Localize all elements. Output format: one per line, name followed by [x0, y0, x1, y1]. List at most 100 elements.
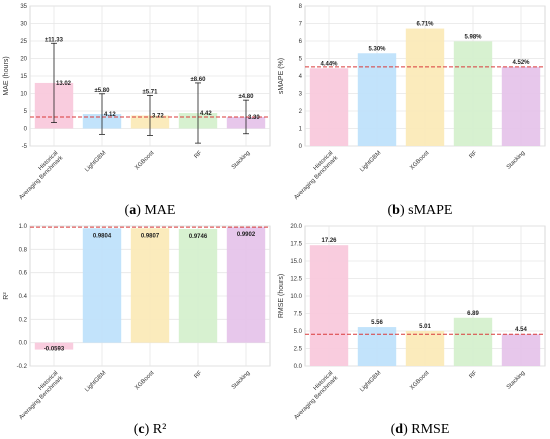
- chart-r2: -0.2 0.0 0.2 0.4 0.6 0.8 1.0 R² -0.0593 0.9804 0.9…: [3, 224, 271, 437]
- bar-r2-3: [178, 228, 218, 343]
- y-tick-label: 20: [20, 57, 27, 63]
- y-tick-label: 8: [299, 4, 303, 10]
- bar-rmse-4: [501, 334, 541, 366]
- y-tick-label: 12.5: [290, 277, 302, 283]
- bar-smape-1: [357, 53, 397, 146]
- error-label: ±5.71: [143, 89, 159, 95]
- x-tick-label: RF: [194, 150, 204, 160]
- y-tick-label: -0.2: [17, 364, 28, 370]
- data-label: 4.42: [200, 111, 212, 117]
- error-label: ±11.33: [45, 37, 64, 43]
- bar-r2-0: [34, 342, 74, 350]
- y-tick-label: 3: [299, 92, 303, 98]
- y-tick-label: 0.6: [19, 271, 28, 277]
- x-tick-label: Stacking: [231, 150, 252, 171]
- y-tick-label: 1.0: [19, 224, 28, 230]
- x-tick-label: XGBoost: [409, 150, 430, 171]
- x-tick-label: RF: [194, 370, 204, 380]
- data-label: 4.52%: [512, 60, 530, 66]
- x-tick-label: RF: [469, 150, 479, 160]
- data-label: 17.26: [321, 238, 337, 244]
- x-tick-label: HistoricalAveraging Benchmark: [289, 369, 341, 421]
- y-tick-label: 15: [20, 74, 27, 80]
- data-label: 0.9804: [93, 233, 112, 239]
- y-tick-label: 17.5: [290, 242, 302, 248]
- data-label: 5.01: [419, 324, 431, 330]
- x-tick-label: LightGBM: [359, 150, 382, 173]
- bar-rmse-1: [357, 327, 397, 366]
- x-tick-label: LightGBM: [359, 370, 382, 393]
- y-tick-label: 4: [299, 74, 303, 80]
- bar-r2-1: [82, 228, 122, 343]
- chart-smape: 0 1 2 3 4 5 6 7 8 sMAPE (%) 4.44% 5.30% 6.71% 5.98% 4.…: [278, 4, 546, 218]
- panel-caption: (d) RMSE: [391, 422, 450, 437]
- data-label: 4.44%: [320, 61, 338, 67]
- x-tick-label: HistoricalAveraging Benchmark: [14, 149, 66, 201]
- y-tick-label: 0.0: [294, 364, 303, 370]
- x-tick-label: HistoricalAveraging Benchmark: [289, 149, 341, 201]
- bar-smape-0: [309, 68, 349, 146]
- data-label: 13.02: [56, 81, 72, 87]
- panel-caption: (b) sMAPE: [388, 203, 453, 218]
- data-label: 0.9807: [141, 233, 160, 239]
- y-tick-label: 30: [20, 22, 27, 28]
- data-label: 5.98%: [464, 34, 482, 40]
- bar-smape-2: [405, 28, 445, 147]
- error-label: ±4.80: [239, 94, 255, 100]
- data-label: 5.30%: [368, 46, 386, 52]
- y-tick-label: 0.2: [19, 317, 28, 323]
- error-label: ±5.80: [95, 88, 111, 94]
- x-tick-label: Stacking: [506, 150, 527, 171]
- bar-rmse-0: [309, 245, 349, 366]
- bar-r2-4: [226, 227, 266, 343]
- y-tick-label: 0.4: [19, 294, 28, 300]
- y-tick-label: 0: [24, 127, 28, 133]
- y-tick-label: 5: [24, 109, 28, 115]
- y-tick-label: 5.0: [294, 329, 303, 335]
- y-tick-label: 1: [299, 127, 303, 133]
- y-axis-label: MAE (hours): [3, 56, 10, 95]
- y-axis-label: sMAPE (%): [278, 58, 285, 94]
- x-tick-label: LightGBM: [84, 150, 107, 173]
- data-label: 4.12: [104, 112, 116, 118]
- x-tick-label: XGBoost: [134, 150, 155, 171]
- bar-smape-3: [453, 41, 493, 146]
- y-tick-label: 15.0: [290, 259, 302, 265]
- x-tick-label: Stacking: [231, 370, 252, 391]
- y-tick-label: 2: [299, 109, 303, 115]
- data-label: 3.72: [152, 113, 164, 119]
- data-label: 5.56: [371, 320, 383, 326]
- data-label: 6.89: [467, 311, 479, 317]
- y-tick-label: 20.0: [290, 224, 302, 230]
- y-tick-label: 10: [20, 92, 27, 98]
- x-tick-label: RF: [469, 370, 479, 380]
- data-label: 0.9902: [237, 232, 256, 238]
- y-tick-label: 2.5: [294, 347, 303, 353]
- bar-rmse-2: [405, 330, 445, 366]
- y-axis-label: R²: [3, 292, 10, 300]
- x-tick-label: XGBoost: [409, 370, 430, 391]
- data-label: 6.71%: [416, 22, 434, 28]
- data-label: 0.9746: [189, 234, 208, 240]
- x-tick-label: XGBoost: [134, 370, 155, 391]
- y-tick-label: 0.0: [19, 341, 28, 347]
- panel-caption: (a) MAE: [125, 203, 176, 218]
- y-tick-label: 0: [299, 144, 303, 150]
- y-tick-label: 7: [299, 22, 303, 28]
- data-label: 3.30: [248, 115, 260, 121]
- y-tick-label: 35: [20, 4, 27, 10]
- bar-rmse-3: [453, 317, 493, 366]
- y-tick-label: 25: [20, 39, 27, 45]
- y-tick-label: 10.0: [290, 294, 302, 300]
- chart-mae: -5 0 5 10 15 20 25 30 35 MAE (hours) ±11.33 13.02 ±5…: [3, 4, 271, 218]
- data-label: -0.0593: [44, 347, 65, 353]
- bar-r2-2: [130, 228, 170, 343]
- panel-caption: (c) R²: [134, 422, 167, 437]
- x-tick-label: Stacking: [506, 370, 527, 391]
- y-axis-label: RMSE (hours): [278, 274, 285, 318]
- data-label: 4.54: [515, 327, 527, 333]
- y-tick-label: 0.8: [19, 247, 28, 253]
- y-tick-label: 6: [299, 39, 303, 45]
- bar-smape-4: [501, 66, 541, 146]
